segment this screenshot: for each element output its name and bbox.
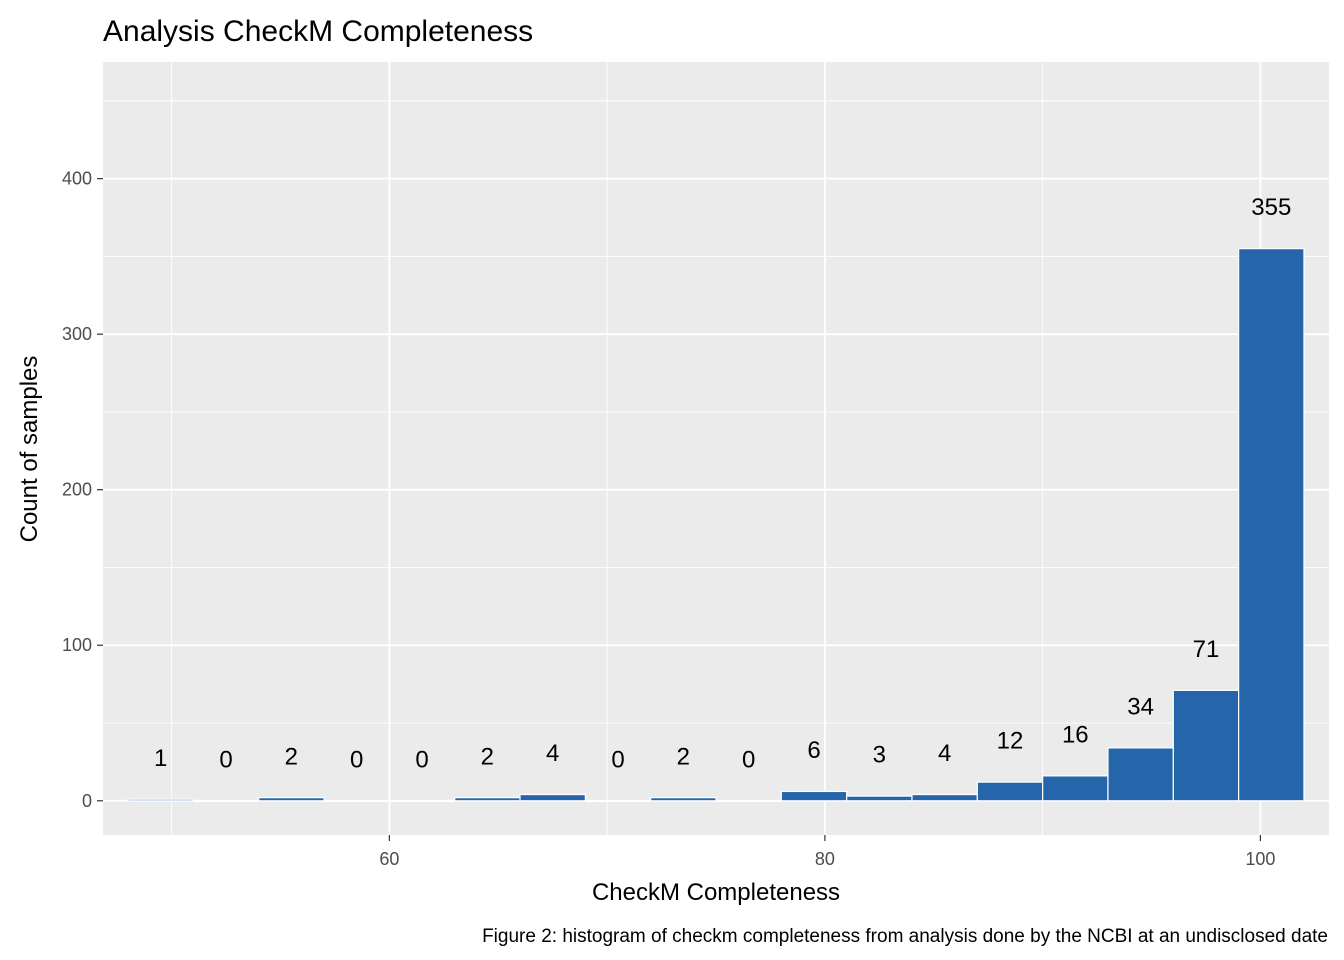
histogram-bar [388, 800, 456, 802]
bar-count-label: 0 [742, 746, 755, 773]
y-tick-label: 200 [62, 480, 92, 500]
bar-count-label: 0 [415, 746, 428, 773]
histogram-bar [127, 798, 194, 802]
bar-count-label: 0 [611, 746, 624, 773]
minor-gridlines [103, 62, 1329, 835]
bar-count-label: 4 [938, 740, 951, 767]
bar-count-label: 2 [285, 743, 298, 770]
x-tick-label: 60 [379, 849, 399, 869]
bar-count-label: 0 [219, 746, 232, 773]
histogram-bar [846, 795, 913, 802]
histogram-bar [780, 790, 848, 802]
histogram-bar [454, 797, 521, 802]
bar-count-label: 34 [1127, 693, 1154, 720]
bar-count-label: 1 [154, 745, 167, 772]
y-tick-label: 400 [62, 169, 92, 189]
histogram-bar [650, 797, 717, 802]
bar-count-label: 355 [1251, 194, 1291, 221]
figure-caption: Figure 2: histogram of checkm completene… [482, 926, 1328, 947]
histogram-bar [911, 793, 978, 802]
histogram-bar [1172, 689, 1240, 802]
bar-count-label: 4 [546, 740, 559, 767]
bar-count-label: 12 [997, 728, 1024, 755]
histogram-bar [584, 800, 652, 802]
bar-count-label: 2 [481, 743, 494, 770]
bar-count-label: 6 [807, 737, 820, 764]
histogram-bar [258, 797, 325, 802]
histogram-bar [976, 781, 1044, 802]
histogram-bar [519, 793, 586, 802]
bar-count-label: 71 [1193, 636, 1220, 663]
bar-count-label: 0 [350, 746, 363, 773]
x-axis-title: CheckM Completeness [592, 879, 840, 906]
histogram-bar [715, 800, 782, 802]
y-tick-label: 0 [82, 791, 92, 811]
chart-title: Analysis CheckM Completeness [103, 15, 533, 48]
plot-panel [103, 62, 1329, 835]
bar-count-label: 16 [1062, 721, 1089, 748]
histogram-bar [1042, 775, 1109, 802]
histogram-bar [1107, 747, 1174, 802]
histogram-bar [192, 800, 260, 802]
x-tick-label: 80 [815, 849, 835, 869]
bar-count-label: 3 [873, 742, 886, 769]
histogram-bar [323, 800, 390, 802]
histogram-bar [1238, 248, 1305, 802]
bar-count-label: 2 [677, 743, 690, 770]
y-tick-label: 100 [62, 635, 92, 655]
x-axis: 60 80 100 [379, 835, 1275, 869]
x-tick-label: 100 [1245, 849, 1275, 869]
y-axis-title: Count of samples [16, 356, 43, 543]
y-tick-label: 300 [62, 324, 92, 344]
histogram-bars [127, 248, 1305, 802]
y-axis: 0 100 200 300 400 [62, 169, 103, 811]
